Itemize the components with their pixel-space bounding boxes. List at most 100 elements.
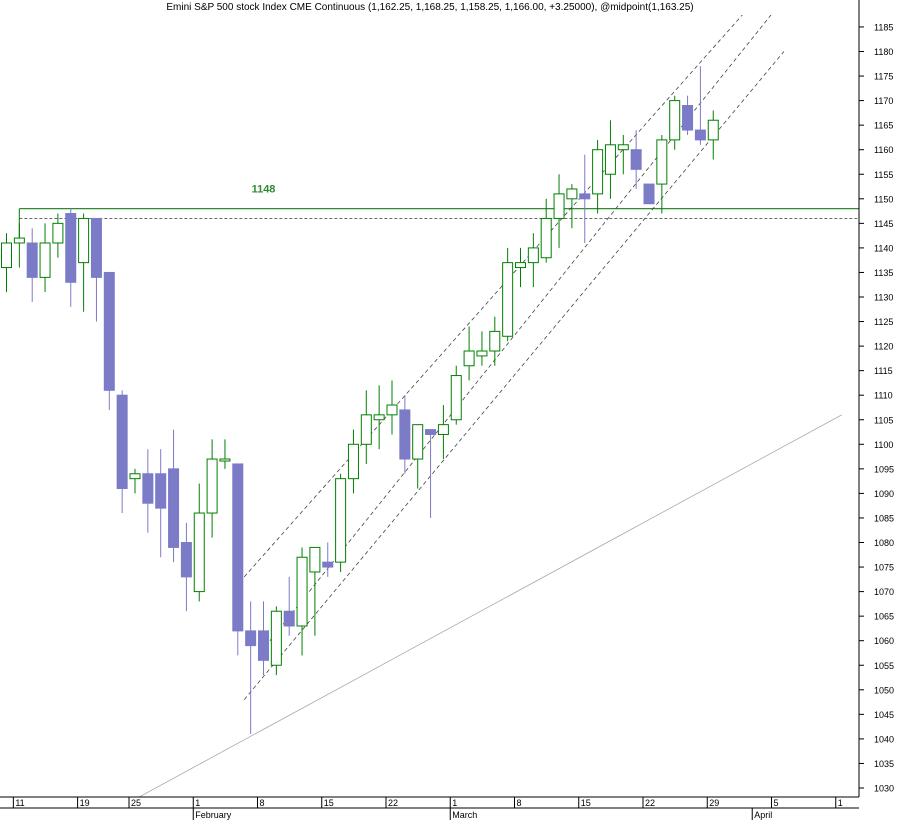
candle-body bbox=[103, 271, 115, 391]
y-tick-label-1075: 1075 bbox=[874, 563, 894, 573]
candle-18 bbox=[232, 463, 244, 656]
trendline-5 bbox=[243, 51, 785, 700]
candle-body bbox=[630, 149, 642, 170]
candle-44 bbox=[566, 184, 578, 229]
candle-body bbox=[39, 242, 51, 278]
candle-body bbox=[360, 414, 372, 445]
candle-layer bbox=[1, 66, 719, 734]
candle-25 bbox=[322, 542, 334, 577]
y-tick-label-1085: 1085 bbox=[874, 513, 894, 523]
candle-body bbox=[90, 217, 102, 278]
candle-55 bbox=[707, 110, 719, 160]
candle-body bbox=[65, 213, 77, 283]
candle-41 bbox=[527, 233, 539, 288]
x-tick-label-60: 5 bbox=[774, 798, 779, 808]
candle-body bbox=[412, 424, 424, 460]
candle-16 bbox=[206, 439, 218, 538]
candle-19 bbox=[245, 601, 257, 734]
candle-body bbox=[515, 262, 526, 269]
candle-body bbox=[155, 473, 167, 509]
candle-body bbox=[180, 542, 192, 578]
candle-body bbox=[373, 414, 385, 421]
candle-38 bbox=[489, 316, 501, 366]
candle-26 bbox=[335, 473, 347, 572]
y-tick-label-1155: 1155 bbox=[874, 170, 893, 180]
candle-34 bbox=[437, 405, 449, 460]
candle-8 bbox=[103, 271, 115, 410]
x-tick-label-45: 15 bbox=[581, 798, 591, 808]
candle-body bbox=[604, 144, 616, 175]
y-tick-label-1115: 1115 bbox=[874, 366, 893, 376]
candle-37 bbox=[476, 331, 488, 366]
trendline-layer: 1148 bbox=[18, 15, 859, 797]
candle-7 bbox=[90, 217, 102, 322]
candle-48 bbox=[617, 134, 629, 175]
x-tick-label-15: 1 bbox=[195, 798, 200, 808]
candle-body bbox=[399, 409, 411, 460]
candle-body bbox=[425, 429, 437, 435]
candle-35 bbox=[450, 365, 462, 425]
candle-body bbox=[1, 242, 12, 269]
y-tick-label-1105: 1105 bbox=[874, 415, 893, 425]
y-tick-label-1065: 1065 bbox=[874, 612, 894, 622]
candle-body bbox=[437, 424, 449, 435]
y-tick-label-1160: 1160 bbox=[874, 145, 893, 155]
candle-body bbox=[129, 473, 141, 480]
candle-body bbox=[26, 242, 38, 278]
month-label-March: March bbox=[452, 810, 477, 820]
candle-body bbox=[142, 473, 154, 504]
candle-body bbox=[322, 561, 334, 568]
month-label-February: February bbox=[195, 810, 232, 820]
y-tick-label-1040: 1040 bbox=[874, 734, 894, 744]
y-tick-label-1095: 1095 bbox=[874, 464, 894, 474]
candle-24 bbox=[309, 546, 321, 636]
candle-body bbox=[617, 144, 629, 151]
candle-43 bbox=[553, 174, 565, 248]
candle-2 bbox=[26, 228, 38, 302]
candle-22 bbox=[283, 576, 295, 636]
candle-1 bbox=[13, 223, 25, 268]
x-tick-label-10: 25 bbox=[131, 798, 141, 808]
candle-12 bbox=[155, 449, 167, 558]
candle-body bbox=[116, 394, 128, 489]
candle-body bbox=[592, 149, 604, 195]
candle-13 bbox=[168, 429, 180, 563]
candle-21 bbox=[270, 606, 282, 676]
x-tick-label-35: 1 bbox=[452, 798, 457, 808]
candle-0 bbox=[1, 233, 12, 293]
y-tick-label-1045: 1045 bbox=[874, 710, 894, 720]
candle-20 bbox=[258, 601, 269, 676]
candle-body bbox=[463, 350, 475, 367]
candle-3 bbox=[39, 223, 51, 293]
x-tick-label-20: 8 bbox=[260, 798, 265, 808]
trendline-2 bbox=[138, 414, 842, 797]
candle-body bbox=[694, 129, 706, 141]
candle-body bbox=[206, 458, 218, 514]
candle-body bbox=[283, 610, 295, 627]
x-tick-label-1: 11 bbox=[15, 798, 24, 808]
candle-28 bbox=[360, 390, 372, 464]
x-tick-label-50: 22 bbox=[645, 798, 655, 808]
candle-10 bbox=[129, 468, 141, 494]
y-tick-label-1125: 1125 bbox=[874, 317, 893, 327]
x-tick-label-6: 19 bbox=[80, 798, 90, 808]
candle-51 bbox=[656, 134, 668, 214]
y-tick-label-1110: 1110 bbox=[874, 391, 893, 401]
y-tick-label-1130: 1130 bbox=[874, 293, 893, 303]
candle-body bbox=[232, 463, 244, 632]
candle-30 bbox=[386, 380, 398, 435]
y-tick-label-1145: 1145 bbox=[874, 219, 893, 229]
chart-title: Emini S&P 500 stock Index CME Continuous… bbox=[166, 2, 693, 13]
candle-52 bbox=[669, 95, 681, 150]
candle-body bbox=[450, 375, 462, 421]
trendline-4 bbox=[269, 15, 772, 641]
candle-17 bbox=[219, 439, 231, 469]
candle-body bbox=[335, 478, 347, 563]
candle-31 bbox=[399, 395, 411, 474]
trendline-3 bbox=[243, 15, 743, 578]
candle-body bbox=[502, 262, 514, 337]
candle-6 bbox=[78, 213, 90, 312]
